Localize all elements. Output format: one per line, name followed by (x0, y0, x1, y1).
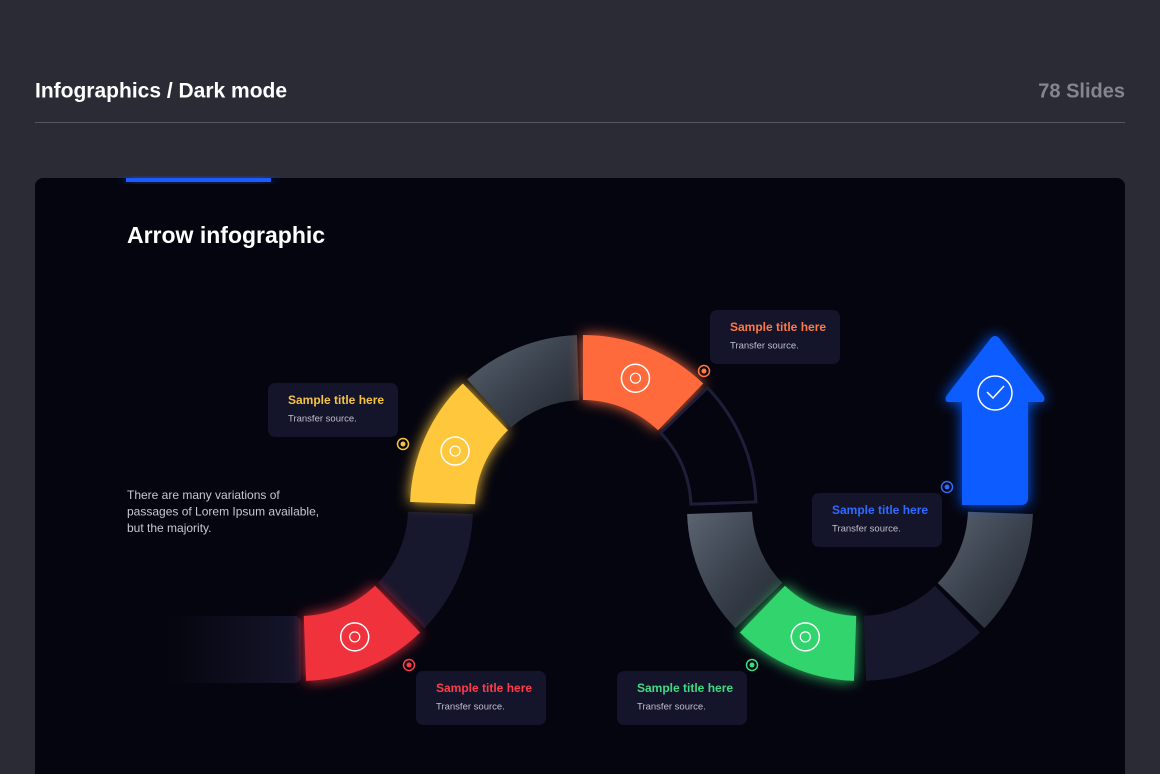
ring-segment (467, 335, 580, 428)
ring-segment (739, 585, 857, 681)
callout-source: Transfer source. (436, 702, 505, 713)
arrow-icon-check (986, 385, 1005, 400)
description-line: passages of Lorem Ipsum available, (127, 505, 319, 519)
ring-segment (658, 385, 758, 506)
segment-icon (440, 436, 470, 466)
ring-segment (863, 585, 981, 681)
callout-source: Transfer source. (832, 524, 901, 535)
callout-title: Sample title here (730, 320, 826, 334)
marker-ring (745, 658, 759, 672)
accent-bar (126, 178, 271, 182)
segment-icon-dot (349, 631, 361, 643)
segment-icon-dot (629, 372, 642, 384)
ring-segment (377, 511, 473, 629)
marker-ring (940, 480, 954, 494)
slide-title: Arrow infographic (127, 222, 325, 248)
callout-title: Sample title here (637, 681, 733, 695)
marker-dot (944, 484, 950, 490)
marker-dot (406, 662, 412, 668)
callouts: Sample title here Transfer source. Sample … (268, 310, 954, 725)
marker-ring (697, 364, 711, 378)
segment-icon-dot (799, 631, 811, 643)
lead-bar (165, 616, 301, 683)
callout-box (812, 493, 942, 547)
description-line: There are many variations of (127, 488, 280, 502)
marker-ring (396, 437, 410, 451)
callout-source: Transfer source. (637, 702, 706, 713)
callout-title: Sample title here (288, 393, 384, 407)
ring-segment (303, 585, 421, 681)
arrow-infographic (165, 335, 1045, 683)
segment-icon-dot (449, 445, 461, 457)
callout-title: Sample title here (436, 681, 532, 695)
arrow-icon (977, 375, 1013, 411)
slide-count: 78 Slides (1038, 80, 1125, 102)
callout-title: Sample title here (832, 503, 928, 517)
ring-segment (687, 511, 783, 629)
ring-segment (583, 335, 704, 431)
ring-segment (937, 511, 1033, 629)
arrow (945, 336, 1045, 505)
callout-source: Transfer source. (730, 341, 799, 352)
ring-segment (410, 383, 508, 505)
segment-icon (790, 622, 821, 652)
page-title: Infographics / Dark mode (35, 80, 287, 103)
marker-dot (701, 368, 707, 374)
marker-ring (402, 658, 416, 672)
callout-box (268, 383, 398, 437)
marker-dot (749, 662, 755, 668)
segment-icon (620, 363, 651, 393)
callout-box (416, 671, 546, 725)
description-line: but the majority. (127, 521, 211, 535)
callout-box (710, 310, 840, 364)
segment-icon (339, 622, 370, 652)
slide-panel (35, 178, 1125, 774)
description: There are many variations of passages of … (127, 488, 319, 535)
callout-box (617, 671, 747, 725)
marker-dot (400, 441, 406, 447)
callout-source: Transfer source. (288, 414, 357, 425)
